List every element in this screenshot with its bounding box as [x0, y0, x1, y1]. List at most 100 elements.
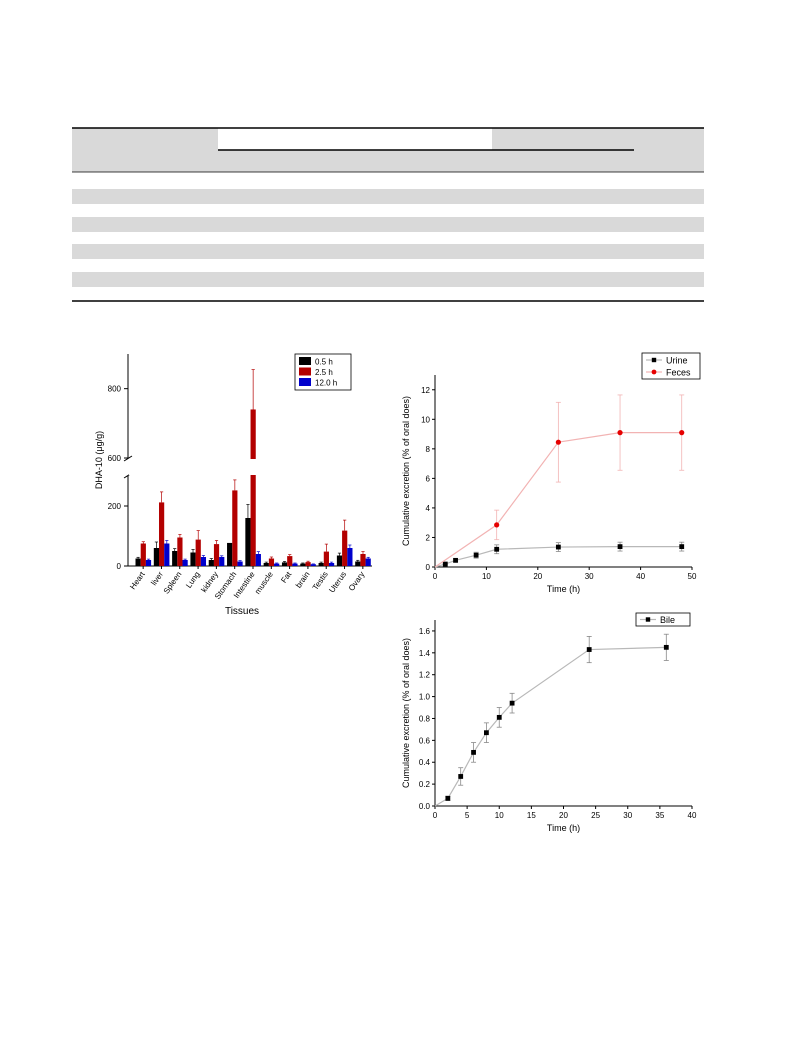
x-tick-label: Fat [279, 569, 293, 584]
x-tick-label: 10 [482, 572, 491, 581]
data-point [458, 774, 464, 779]
x-tick-label: 40 [688, 811, 697, 820]
y-tick-label: 6 [426, 474, 431, 483]
data-point [586, 647, 592, 652]
legend: 0.5 h2.5 h 12.0 h [294, 353, 352, 391]
y-tick-label: 0 [426, 563, 431, 572]
y-tick-label: 0.0 [419, 802, 431, 811]
table-row-shade [72, 244, 704, 259]
x-tick-label: 0 [433, 811, 438, 820]
bar [323, 551, 329, 566]
bar [237, 561, 243, 566]
legend-marker [651, 369, 657, 375]
bar [213, 544, 220, 566]
bar [190, 552, 196, 566]
data-point [555, 544, 561, 550]
y-tick-label: 1.0 [419, 693, 431, 702]
bar [287, 556, 293, 566]
bar [200, 557, 207, 566]
bar [195, 539, 201, 566]
table-row-shade [72, 189, 704, 204]
y-tick-label: 800 [108, 385, 122, 394]
x-tick-label: muscle [253, 570, 275, 596]
bar [305, 562, 311, 566]
data-point [442, 561, 448, 567]
x-tick-label: 50 [688, 572, 697, 581]
y-tick-label: 2 [426, 533, 431, 542]
bar [360, 554, 366, 566]
y-tick-label: 4 [426, 504, 431, 513]
bar [232, 490, 238, 566]
bile-excretion-chart: 0 5 10 15 20 25 30 35 40 0.0 0.2 0.4 0.6 0.8 1.0 1.2 1.4… [401, 612, 697, 833]
bar [292, 563, 298, 566]
x-axis-label: Tissues [225, 606, 259, 617]
series-line [434, 646, 667, 807]
x-tick-label: Lung [184, 570, 202, 590]
urine-feces-excretion-chart: 0 10 20 30 40 50 0 2 4 6 8 10 12 Time (h) Cumulative e… [401, 352, 701, 594]
bar [355, 561, 361, 566]
data-point [679, 544, 685, 550]
x-tick-label: Ovary [347, 570, 367, 593]
x-tick-label: 40 [636, 572, 645, 581]
bar [347, 548, 353, 566]
legend-marker [651, 357, 657, 363]
y-tick-label: 1.4 [419, 649, 431, 658]
data-table [72, 127, 704, 302]
bar [300, 563, 306, 566]
bar [219, 557, 225, 566]
data-point [555, 439, 561, 445]
x-tick-label: 5 [465, 811, 470, 820]
legend-box [641, 352, 701, 380]
y-tick-label: 12 [421, 386, 430, 395]
data-point [617, 544, 623, 550]
bar [365, 558, 371, 566]
x-tick-label: Spleen [162, 570, 184, 596]
x-tick-label: 20 [533, 572, 542, 581]
legend-marker [645, 617, 651, 622]
legend-swatch [299, 378, 311, 386]
data-point [494, 546, 500, 552]
legend-label: 2.5 h [315, 368, 333, 377]
data-point [509, 700, 515, 706]
bar [328, 563, 335, 566]
legend-swatch [299, 357, 311, 365]
x-tick-label: 30 [623, 811, 632, 820]
data-point [471, 749, 476, 755]
data-point [496, 714, 502, 720]
legend-swatch [299, 367, 311, 376]
bar [318, 563, 324, 566]
x-tick-label: 30 [585, 572, 594, 581]
y-tick-label: 8 [426, 445, 431, 454]
bar [153, 548, 160, 566]
data-point [473, 552, 479, 558]
bar [281, 562, 288, 566]
data-point [663, 644, 669, 650]
axis-break-gap [129, 459, 373, 475]
bar [274, 563, 280, 566]
legend-label: Urine [666, 356, 688, 366]
x-tick-label: 25 [591, 811, 600, 820]
x-tick-label: 0 [433, 572, 438, 581]
y-tick-label: 0.6 [419, 736, 431, 745]
y-tick-label: 600 [108, 454, 122, 463]
bar [177, 537, 183, 566]
bar [250, 409, 256, 566]
bar [164, 543, 170, 566]
bar [342, 530, 348, 566]
bar [182, 560, 188, 566]
x-tick-label: 15 [527, 811, 536, 820]
data-point [494, 522, 500, 528]
bar [227, 542, 233, 566]
bar [208, 560, 214, 566]
x-tick-label: 10 [495, 811, 504, 820]
legend-label: Bile [660, 615, 675, 625]
y-tick-label: 0.4 [419, 758, 431, 767]
x-tick-label: Uterus [327, 570, 348, 594]
data-point [679, 430, 685, 436]
bar [140, 543, 146, 566]
bar [172, 551, 178, 566]
x-axis-label: Time (h) [547, 823, 580, 833]
y-axis-label: DHA-10 (μg/g) [94, 431, 104, 489]
legend-label: Feces [666, 368, 691, 378]
